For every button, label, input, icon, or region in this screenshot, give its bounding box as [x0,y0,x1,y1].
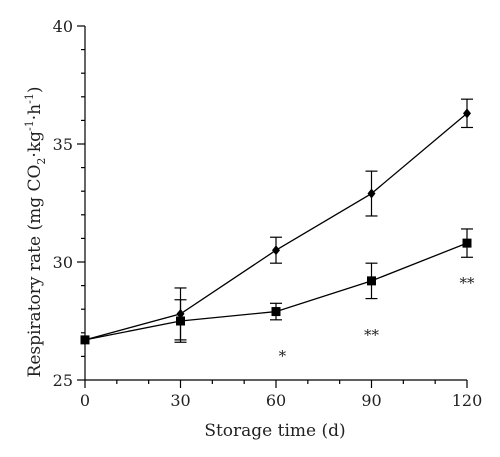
square-marker [367,276,376,286]
significance-marker: ** [364,326,380,344]
y-axis-title-sup-2: -1 [23,93,36,104]
y-axis-title-sub-2: 2 [35,158,48,165]
x-tick-label: 120 [452,391,483,410]
x-tick-label: 0 [80,391,90,410]
y-axis-title-suffix: ) [25,87,45,94]
significance-marker: ** [460,274,476,292]
significance-annotations: ***** [279,274,475,365]
y-axis-title-sup-1: -1 [23,120,36,131]
data-series [80,98,473,345]
diamond-marker [272,245,280,256]
y-tick-label: 35 [53,135,73,154]
x-tick-label: 30 [170,391,190,410]
x-axis-ticks: 0 30 60 90 120 [80,380,482,410]
x-axis-title: Storage time (d) [204,421,345,441]
y-axis-title-kg: ·kg [25,131,45,158]
diamond-marker [463,108,471,119]
y-tick-label: 40 [53,17,73,36]
square-marker [176,316,185,326]
y-axis-ticks: 25 30 35 40 [53,17,85,390]
y-axis-title-prefix: Respiratory rate (mg CO [25,165,45,378]
axes [84,26,467,381]
x-tick-label: 60 [266,391,286,410]
square-marker [271,307,281,317]
y-tick-label: 25 [53,371,73,390]
y-tick-label: 30 [53,253,73,272]
significance-marker: * [279,347,287,365]
x-tick-label: 90 [361,391,381,410]
square-marker [462,238,472,248]
square-marker [80,335,90,345]
y-axis-title: Respiratory rate (mg CO2·kg-1·h-1) [23,87,48,378]
y-axis-title-h: ·h [25,104,45,120]
diamond-marker [367,188,376,199]
series-square [80,228,473,345]
